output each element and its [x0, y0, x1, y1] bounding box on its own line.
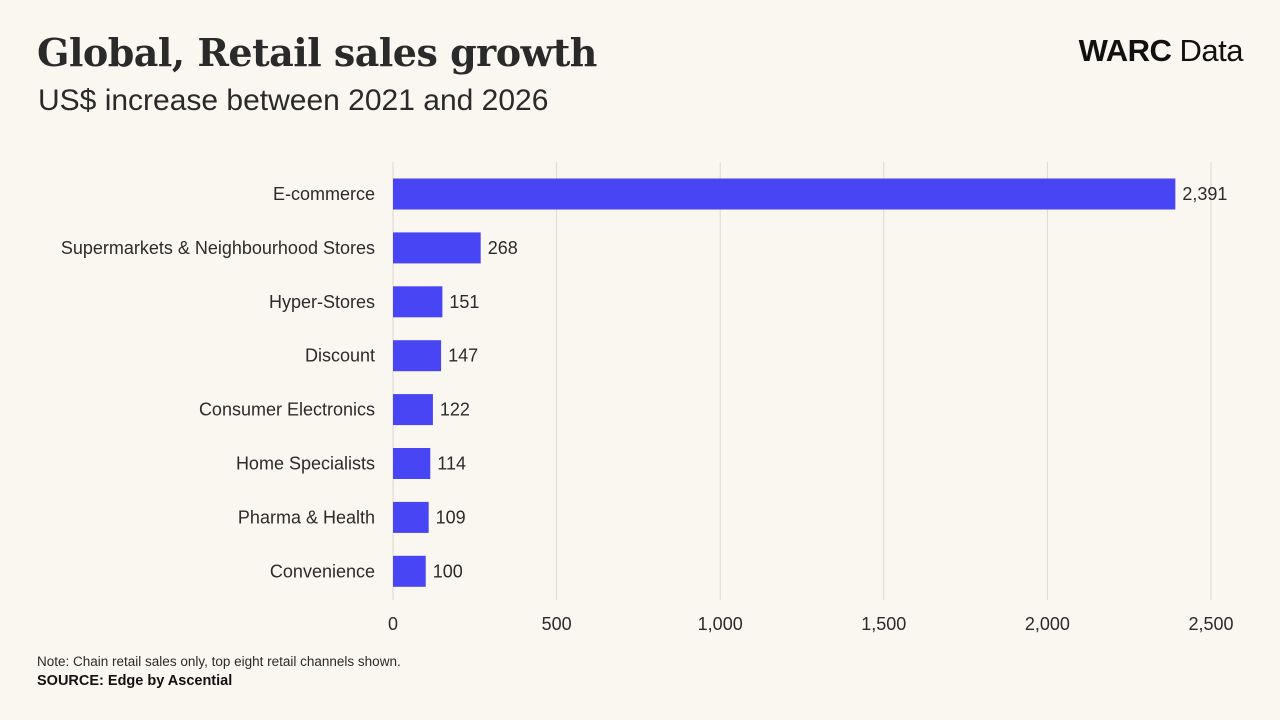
x-tick-label: 2,000: [1025, 614, 1070, 634]
footnote: Note: Chain retail sales only, top eight…: [37, 654, 401, 669]
category-label: Convenience: [270, 561, 375, 581]
bar: [393, 232, 481, 264]
source-line: SOURCE: Edge by Ascential: [37, 673, 233, 689]
bar: [393, 340, 442, 372]
bars: [393, 178, 1176, 587]
category-label: Consumer Electronics: [199, 400, 375, 420]
labels: 0 500 1,000 1,500 2,000 2,500 E-commerce 2,391 S…: [61, 184, 1234, 634]
x-tick-label: 0: [388, 614, 398, 634]
brand-logo: WARC Data: [1078, 33, 1244, 69]
brand-logo-bold: WARC: [1078, 33, 1172, 68]
brand-logo-light: Data: [1179, 33, 1244, 68]
chart-title: Global, Retail sales growth: [37, 30, 597, 75]
data-label: 114: [437, 454, 466, 474]
data-label: 151: [449, 292, 479, 312]
category-label: Supermarkets & Neighbourhood Stores: [61, 238, 375, 258]
category-label: Discount: [305, 346, 375, 366]
data-label: 147: [448, 346, 478, 366]
category-label: E-commerce: [273, 184, 375, 204]
bar: [393, 555, 426, 587]
category-label: Hyper-Stores: [269, 292, 375, 312]
data-label: 268: [488, 238, 518, 258]
data-label: 109: [436, 507, 466, 527]
x-tick-label: 1,000: [698, 614, 743, 634]
x-tick-label: 2,500: [1188, 614, 1233, 634]
bar: [393, 501, 429, 533]
bar: [393, 448, 431, 479]
bar: [393, 178, 1176, 210]
x-tick-label: 500: [542, 614, 572, 634]
grid-lines: [392, 162, 1212, 600]
x-tick-label: 1,500: [861, 614, 906, 634]
category-label: Home Specialists: [236, 454, 375, 474]
data-label: 100: [433, 561, 463, 581]
data-label: 2,391: [1182, 184, 1227, 204]
data-label: 122: [440, 400, 470, 420]
chart-subtitle: US$ increase between 2021 and 2026: [38, 84, 549, 117]
bar: [393, 394, 433, 426]
bar: [393, 286, 443, 318]
category-label: Pharma & Health: [238, 507, 375, 527]
